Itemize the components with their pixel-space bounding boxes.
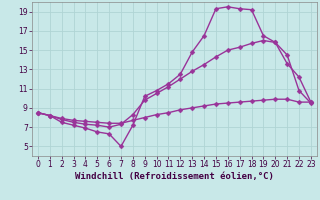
X-axis label: Windchill (Refroidissement éolien,°C): Windchill (Refroidissement éolien,°C) xyxy=(75,172,274,181)
